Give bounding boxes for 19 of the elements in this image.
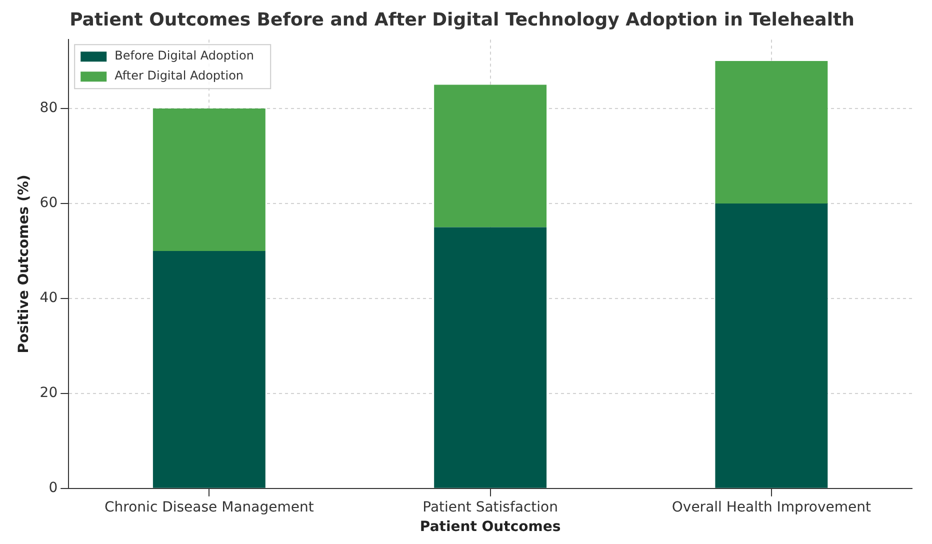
bar	[152, 250, 266, 488]
bar	[434, 84, 547, 228]
y-tick-label: 40	[40, 290, 58, 306]
x-tick-label: Chronic Disease Management	[104, 499, 314, 516]
legend-label: Before Digital Adoption	[114, 48, 254, 63]
legend-label: After Digital Adoption	[114, 68, 244, 83]
bar	[152, 108, 266, 251]
chart-title: Patient Outcomes Before and After Digital Technology Adoption in Telehealth	[70, 9, 854, 30]
bar	[715, 203, 828, 488]
y-axis-title: Positive Outcomes (%)	[16, 174, 32, 354]
x-tick-label: Overall Health Improvement	[672, 499, 872, 516]
y-tick-label: 20	[40, 385, 58, 402]
y-tick-label: 80	[40, 100, 58, 116]
bar	[715, 60, 828, 204]
x-axis-title: Patient Outcomes	[420, 519, 561, 536]
bar	[434, 227, 547, 488]
y-tick-label: 60	[40, 195, 58, 212]
x-tick-label: Patient Satisfaction	[422, 499, 558, 516]
y-tick-label: 0	[48, 480, 58, 496]
